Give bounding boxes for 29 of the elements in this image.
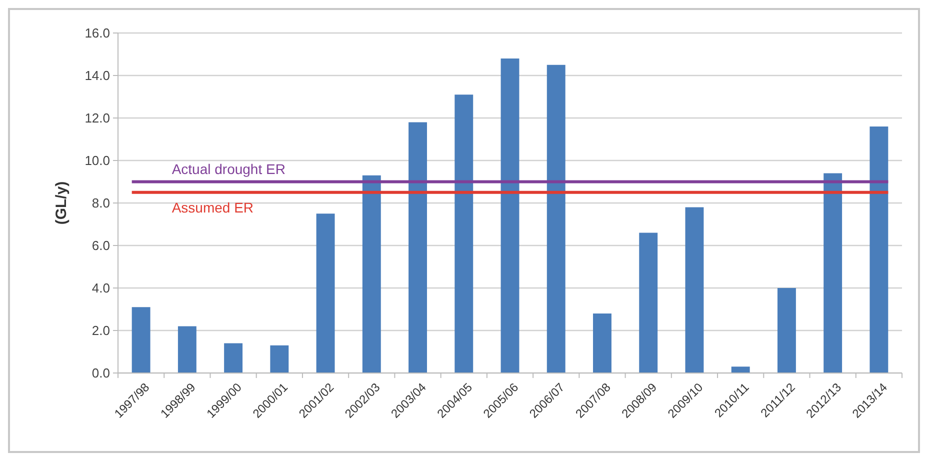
bar [316,214,335,373]
y-tick-label: 12.0 [84,110,110,126]
bar [685,207,704,373]
bar [731,366,750,373]
bar [362,175,381,373]
bar [178,326,196,373]
bar [546,64,566,373]
y-tick-label: 6.0 [92,238,110,254]
bar [454,94,474,373]
y-tick-label: 2.0 [92,323,110,338]
bar [824,173,842,373]
y-tick-label: 14.0 [84,68,110,84]
ref-line-label: Assumed ER [172,199,254,216]
bar [408,122,427,373]
y-tick-label: 16.0 [84,26,110,41]
y-tick-label: 4.0 [92,280,110,296]
ref-line-label: Actual drought ER [172,160,286,177]
bar [270,345,289,373]
y-axis-title: (GL/y) [53,181,70,225]
y-tick-label: 0.0 [92,366,110,381]
bar [224,343,243,373]
bar [870,126,888,373]
bar [593,314,612,373]
bar [500,58,520,373]
y-tick-label: 10.0 [84,153,110,168]
bar [639,232,658,373]
bar [777,288,796,373]
y-tick-label: 8.0 [92,196,110,211]
bar [132,307,150,373]
